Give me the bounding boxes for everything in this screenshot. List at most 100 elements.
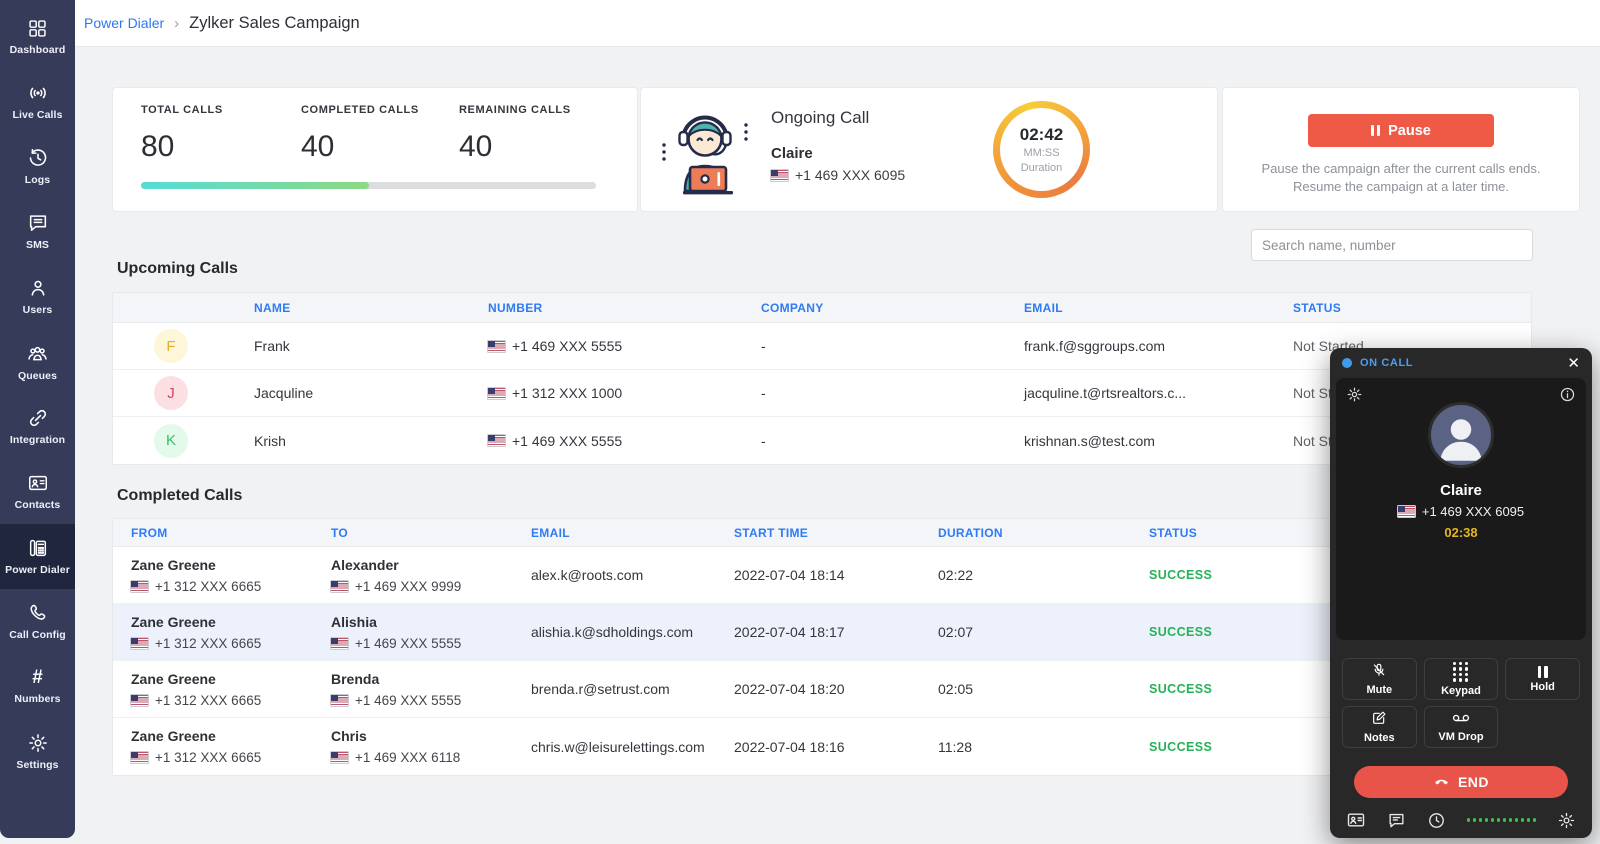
sidebar-item-logs[interactable]: Logs [0,134,75,199]
people-group-icon [26,342,49,365]
widget-settings-icon[interactable] [1346,386,1363,408]
upcoming-calls-table: NAME NUMBER COMPANY EMAIL STATUS F Frank… [112,292,1532,465]
stat-remaining-calls: REMAINING CALLS 40 [459,104,571,164]
contact-email: alex.k@roots.com [531,567,734,583]
voicemail-icon [1452,711,1470,728]
call-timer-unit: MM:SS [1023,147,1059,159]
call-timer-value: 02:42 [1020,125,1063,145]
top-bar: Power Dialer › Zylker Sales Campaign [75,0,1600,47]
completed-calls-title: Completed Calls [117,487,242,505]
contact-card-icon[interactable] [1346,810,1366,830]
duration: 02:05 [938,681,1149,697]
stat-value: 40 [301,130,419,164]
call-controls: Mute Keypad Hold Notes VM Drop [1342,658,1580,748]
avatar: F [154,329,188,363]
mute-button[interactable]: Mute [1342,658,1417,700]
us-flag-icon [1398,506,1415,517]
campaign-progress-bar [141,182,596,189]
sidebar-item-label: Settings [16,759,58,771]
pause-description-line2: Resume the campaign at a later time. [1223,178,1579,196]
breadcrumb-separator: › [174,15,179,32]
caller-avatar [1428,402,1494,468]
contact-email: krishnan.s@test.com [1024,433,1293,449]
contact-number: +1 469 XXX 5555 [488,338,761,354]
avatar: K [154,424,188,458]
stat-completed-calls: COMPLETED CALLS 40 [301,104,419,164]
pause-campaign-button[interactable]: Pause [1308,114,1494,147]
us-flag-icon [131,638,148,649]
contact-number: +1 312 XXX 1000 [488,385,761,401]
column-header-name: NAME [254,301,488,315]
chat-bubble-icon [27,212,49,234]
from-contact: Zane Greene +1 312 XXX 6665 [131,557,331,594]
sidebar-item-label: Numbers [14,693,60,705]
sidebar-item-dashboard[interactable]: Dashboard [0,4,75,69]
stat-value: 40 [459,130,571,164]
user-icon [27,277,49,299]
contact-email: frank.f@sggroups.com [1024,338,1293,354]
ongoing-call-number: +1 469 XXX 6095 [771,167,905,183]
sidebar-item-numbers[interactable]: # Numbers [0,654,75,719]
call-info-panel: Claire +1 469 XXX 6095 02:38 [1336,378,1586,640]
duration: 02:22 [938,567,1149,583]
gear-icon[interactable] [1557,811,1576,830]
us-flag-icon [131,752,148,763]
column-header-email: EMAIL [1024,301,1293,315]
sidebar-item-users[interactable]: Users [0,264,75,329]
caller-name: Claire [1336,482,1586,499]
campaign-progress-fill [141,182,369,189]
close-icon[interactable]: ✕ [1567,356,1580,371]
avatar: J [154,376,188,410]
caller-number: +1 469 XXX 6095 [1336,504,1586,519]
sidebar-item-label: Call Config [9,629,66,641]
sidebar-item-label: Dashboard [10,44,66,56]
sidebar-item-label: Contacts [15,499,61,511]
contact-company: - [761,338,1024,354]
pause-button-label: Pause [1388,123,1431,139]
call-elapsed-time: 02:38 [1336,525,1586,540]
contact-name: Frank [254,338,488,354]
to-contact: Alishia +1 469 XXX 5555 [331,614,531,651]
us-flag-icon [331,752,348,763]
column-header-to: TO [331,526,531,540]
keypad-button[interactable]: Keypad [1424,658,1499,700]
chat-icon[interactable] [1387,811,1406,830]
column-header-from: FROM [131,526,331,540]
column-header-status: STATUS [1293,301,1531,315]
us-flag-icon [331,638,348,649]
upcoming-row: J Jacquline +1 312 XXX 1000 - jacquline.… [113,370,1531,417]
search-input[interactable] [1251,229,1533,261]
pause-campaign-card: Pause Pause the campaign after the curre… [1222,87,1580,212]
call-widget-footer [1346,810,1576,830]
sidebar-item-integration[interactable]: Integration [0,394,75,459]
mic-slash-icon [1371,662,1387,681]
us-flag-icon [488,388,505,399]
dialpad-icon[interactable] [1467,818,1537,822]
notes-button[interactable]: Notes [1342,706,1417,748]
sidebar-item-settings[interactable]: Settings [0,719,75,784]
vm-drop-button[interactable]: VM Drop [1424,706,1499,748]
sidebar-item-queues[interactable]: Queues [0,329,75,394]
history-clock-icon [27,147,49,169]
sidebar-item-sms[interactable]: SMS [0,199,75,264]
hold-button[interactable]: Hold [1505,658,1580,700]
sidebar-item-contacts[interactable]: Contacts [0,459,75,524]
column-header-number: NUMBER [488,301,761,315]
link-icon [27,407,49,429]
history-clock-icon[interactable] [1427,811,1446,830]
sidebar-item-power-dialer[interactable]: Power Dialer [0,524,75,589]
contact-card-icon [27,472,49,494]
stat-total-calls: TOTAL CALLS 80 [141,104,223,164]
us-flag-icon [771,170,788,181]
campaign-stats-card: TOTAL CALLS 80 COMPLETED CALLS 40 REMAIN… [112,87,638,212]
to-contact: Alexander +1 469 XXX 9999 [331,557,531,594]
end-call-button[interactable]: END [1354,766,1568,798]
end-call-icon [1433,774,1450,790]
button-label: Hold [1530,681,1554,693]
sidebar-item-call-config[interactable]: Call Config [0,589,75,654]
sidebar-item-live-calls[interactable]: Live Calls [0,69,75,134]
breadcrumb-parent-link[interactable]: Power Dialer [84,15,164,31]
info-icon[interactable] [1559,386,1576,408]
completed-table-header: FROM TO EMAIL START TIME DURATION STATUS [113,519,1531,547]
column-header-duration: DURATION [938,526,1149,540]
